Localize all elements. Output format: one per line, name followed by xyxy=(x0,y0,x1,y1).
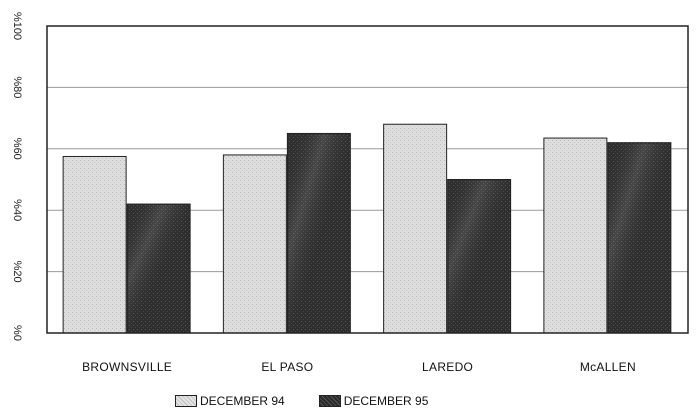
bar-shading xyxy=(288,134,350,332)
legend-swatch-dark xyxy=(318,395,341,407)
y-axis-ticks: %0 %20 %40 %60 %80 %100 xyxy=(11,12,23,341)
y-tick-label: %40 xyxy=(11,199,23,221)
y-tick-label: %80 xyxy=(11,76,23,98)
y-tick-label: %0 xyxy=(11,325,23,341)
legend-label: DECEMBER 95 xyxy=(343,394,429,408)
bar-shading xyxy=(448,180,510,332)
x-category-label: McALLEN xyxy=(580,360,636,374)
y-tick-label: %100 xyxy=(11,12,23,40)
x-category-label: LAREDO xyxy=(422,360,473,374)
x-category-label: BROWNSVILLE xyxy=(82,360,172,374)
legend-swatch-light xyxy=(175,395,197,407)
bar-shading xyxy=(608,143,670,332)
legend-item-december-94: DECEMBER 94 xyxy=(175,394,285,408)
x-category-label: EL PASO xyxy=(261,360,313,374)
y-tick-label: %20 xyxy=(11,261,23,283)
legend-label: DECEMBER 94 xyxy=(200,394,285,408)
y-tick-label: %60 xyxy=(11,138,23,160)
bars xyxy=(62,123,672,334)
bar-december-94 xyxy=(62,155,127,334)
plot-frame xyxy=(46,25,689,334)
bar-december-94 xyxy=(222,154,287,334)
bar-shading xyxy=(128,205,190,332)
x-axis-labels: BROWNSVILLE EL PASO LAREDO McALLEN xyxy=(82,360,636,374)
legend: DECEMBER 94 DECEMBER 95 xyxy=(175,394,462,408)
legend-item-december-95: DECEMBER 95 xyxy=(318,394,429,408)
bar-december-94 xyxy=(383,123,448,334)
bar-december-94 xyxy=(543,137,608,334)
